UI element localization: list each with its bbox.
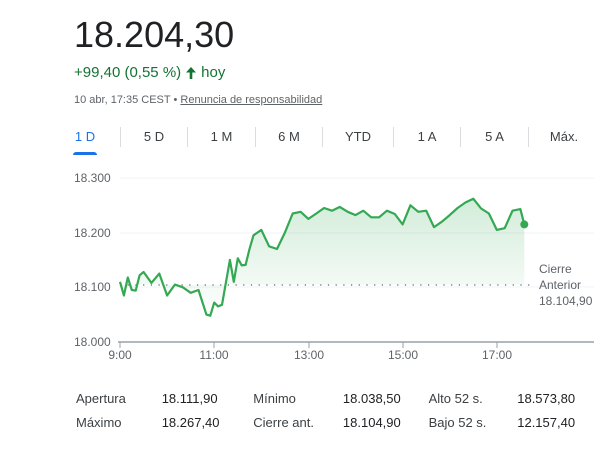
stats-row: Máximo 18.267,40 Cierre ant. 18.104,90 B…: [76, 410, 596, 434]
arrow-up-icon: [186, 66, 197, 79]
price-line: [118, 197, 526, 317]
timestamp: 10 abr, 17:35 CEST: [74, 94, 171, 106]
y-tick-18300: 18.300: [74, 171, 111, 185]
previous-close-label: Cierre Anterior 18.104,90: [539, 262, 593, 308]
stat-value-52w-low: 12.157,40: [517, 414, 576, 430]
x-tick-1500: 15:00: [388, 348, 418, 362]
tab-1a[interactable]: 1 A: [417, 129, 437, 144]
stat-value-prev-close: 18.104,90: [342, 414, 401, 430]
x-tick-1100: 11:00: [199, 348, 228, 362]
y-tick-18000: 18.000: [74, 335, 111, 349]
tab-divider: [393, 127, 394, 147]
last-price-dot[interactable]: [520, 220, 529, 229]
tab-divider: [120, 127, 121, 147]
y-tick-18200: 18.200: [74, 226, 111, 240]
stat-value-low: 18.038,50: [342, 390, 401, 406]
stat-label-52w-high: Alto 52 s.: [428, 390, 483, 406]
tab-divider: [255, 127, 256, 147]
price-area-fill: [120, 198, 525, 316]
stat-value-open: 18.111,90: [161, 390, 218, 406]
y-tick-18100: 18.100: [74, 280, 111, 294]
tab-divider: [187, 127, 188, 147]
price-meta: 10 abr, 17:35 CEST • Renuncia de respons…: [74, 94, 322, 106]
tab-1d[interactable]: 1 D: [60, 124, 110, 150]
x-tick-1700: 17:00: [482, 348, 512, 362]
x-axis-labels: 9:00 11:00 13:00 15:00 17:00: [108, 348, 512, 362]
x-axis: [118, 341, 594, 348]
change-value: +99,40 (0,55 %): [74, 64, 182, 81]
stat-label-low: Mínimo: [253, 390, 296, 406]
separator-dot: •: [173, 94, 178, 106]
stat-value-high: 18.267,40: [161, 414, 220, 430]
svg-text:Anterior: Anterior: [539, 278, 581, 292]
tab-1m[interactable]: 1 M: [210, 129, 233, 144]
stat-label-52w-low: Bajo 52 s.: [428, 414, 487, 430]
tab-divider: [460, 127, 461, 147]
tab-6m[interactable]: 6 M: [278, 129, 300, 144]
price-change: +99,40 (0,55 %) hoy: [74, 64, 225, 81]
change-period: hoy: [201, 64, 226, 81]
svg-text:Cierre: Cierre: [539, 262, 572, 276]
svg-text:18.104,90: 18.104,90: [539, 294, 593, 308]
tab-5a[interactable]: 5 A: [485, 129, 504, 144]
disclaimer-link[interactable]: Renuncia de responsabilidad: [180, 94, 323, 106]
tab-5d[interactable]: 5 D: [143, 129, 165, 144]
stats-row: Apertura 18.111,90 Mínimo 18.038,50 Alto…: [76, 386, 596, 410]
tab-ytd[interactable]: YTD: [345, 129, 371, 144]
current-price: 18.204,30: [74, 14, 235, 55]
stat-label-prev-close: Cierre ant.: [253, 414, 314, 430]
stat-label-open: Apertura: [76, 390, 126, 406]
x-tick-0900: 9:00: [108, 348, 132, 362]
stat-label-high: Máximo: [76, 414, 122, 430]
tab-divider: [528, 127, 529, 147]
x-tick-1300: 13:00: [294, 348, 324, 362]
tab-divider: [322, 127, 323, 147]
key-stats-table: Apertura 18.111,90 Mínimo 18.038,50 Alto…: [76, 386, 596, 434]
tab-max[interactable]: Máx.: [549, 129, 579, 144]
stat-value-52w-high: 18.573,80: [517, 390, 576, 406]
time-range-tabs: 1 D 5 D 1 M 6 M YTD 1 A 5 A Máx.: [60, 122, 604, 152]
y-axis-labels: 18.300 18.200 18.100 18.000: [74, 171, 111, 349]
price-chart[interactable]: 18.300 18.200 18.100 18.000 Cierre Anter…: [0, 160, 604, 370]
